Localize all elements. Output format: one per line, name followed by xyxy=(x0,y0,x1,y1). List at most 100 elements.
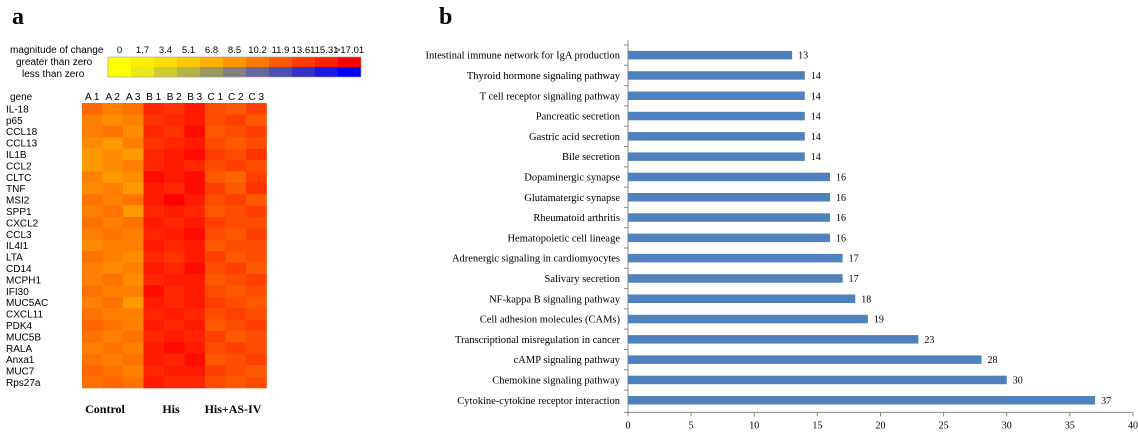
x-tick-label: 10 xyxy=(749,420,759,431)
heatmap-cell xyxy=(246,274,267,286)
category-label: cAMP signaling pathway xyxy=(514,355,621,366)
bar-value-label: 16 xyxy=(836,193,846,204)
heatmap-column-label: A 3 xyxy=(126,92,141,103)
heatmap-cell xyxy=(246,285,267,298)
heatmap-group-label: His xyxy=(162,402,180,416)
legend-greater-swatch xyxy=(200,57,223,67)
heatmap-cell xyxy=(164,262,185,275)
heatmap-cell xyxy=(102,205,124,218)
heatmap-cell xyxy=(225,125,247,138)
bar xyxy=(628,193,830,202)
heatmap-cell xyxy=(184,114,206,127)
heatmap-cell xyxy=(102,160,124,172)
heatmap-cell xyxy=(205,125,226,138)
heatmap-cell xyxy=(225,296,247,309)
legend-tick-label: 13.61 xyxy=(292,45,316,56)
heatmap-cell xyxy=(164,365,185,377)
heatmap-cell xyxy=(164,217,185,229)
heatmap-cell xyxy=(164,376,185,389)
heatmap-row-label: CD14 xyxy=(6,264,32,275)
heatmap-cell xyxy=(102,103,124,115)
bar xyxy=(628,335,919,344)
heatmap-group-label: Control xyxy=(85,402,125,416)
heatmap-cell xyxy=(184,182,206,195)
x-tick-label: 25 xyxy=(939,420,949,431)
heatmap-cell xyxy=(184,365,206,377)
heatmap-column-label: B 1 xyxy=(146,92,161,103)
bar-value-label: 14 xyxy=(811,112,821,123)
heatmap-cell xyxy=(225,182,247,195)
bar-value-label: 28 xyxy=(988,355,998,366)
heatmap-cell xyxy=(225,217,247,229)
heatmap-cell xyxy=(246,194,267,206)
heatmap-cell xyxy=(164,308,185,320)
heatmap-cell xyxy=(143,308,165,320)
heatmap-cell xyxy=(143,296,165,309)
heatmap-cell xyxy=(184,251,206,263)
bar-value-label: 37 xyxy=(1101,396,1111,407)
heatmap-cell xyxy=(164,182,185,195)
heatmap-cell xyxy=(225,308,247,320)
heatmap-cell xyxy=(184,376,206,389)
heatmap-cell xyxy=(184,217,206,229)
heatmap-cell xyxy=(143,217,165,229)
heatmap-cell xyxy=(164,296,185,309)
heatmap-cell xyxy=(82,296,103,309)
heatmap-cell xyxy=(102,331,124,343)
heatmap-row-label: p65 xyxy=(6,116,23,127)
category-label: Chemokine signaling pathway xyxy=(492,375,620,386)
heatmap-cell xyxy=(123,296,144,309)
category-label: Thyroid hormone signaling pathway xyxy=(467,71,621,82)
heatmap-row-label: IFI30 xyxy=(6,287,29,298)
heatmap-column-label: A 2 xyxy=(106,92,121,103)
heatmap-cell xyxy=(82,182,103,195)
heatmap-cell xyxy=(205,228,226,241)
heatmap-cell xyxy=(184,103,206,115)
legend-less-swatch xyxy=(246,67,269,77)
legend-greater-swatch xyxy=(154,57,177,67)
heatmap-cell xyxy=(246,365,267,377)
legend-less-swatch xyxy=(177,67,200,77)
heatmap-row-label: CLTC xyxy=(6,173,31,184)
heatmap-cell xyxy=(143,137,165,149)
legend-greater-swatch xyxy=(269,57,292,67)
heatmap-cell xyxy=(143,262,165,275)
heatmap-cell xyxy=(246,342,267,355)
category-label: Hematopoietic cell lineage xyxy=(507,233,620,244)
heatmap-cell xyxy=(82,251,103,263)
bar xyxy=(628,314,868,324)
heatmap-column-label: C 2 xyxy=(228,92,244,103)
heatmap-cell xyxy=(123,148,144,161)
heatmap-cell xyxy=(123,103,144,115)
heatmap-cell xyxy=(123,125,144,138)
heatmap-cell xyxy=(102,228,124,241)
heatmap-cell xyxy=(205,365,226,377)
heatmap-cell xyxy=(205,182,226,195)
x-tick-label: 40 xyxy=(1128,420,1138,431)
heatmap-cell xyxy=(184,308,206,320)
legend-less-swatch xyxy=(292,67,315,77)
heatmap-cell xyxy=(246,239,267,252)
heatmap-cell xyxy=(102,342,124,355)
heatmap-cell xyxy=(164,319,185,332)
heatmap-cell xyxy=(205,194,226,206)
heatmap-cell xyxy=(205,251,226,263)
legend-greater-swatch xyxy=(246,57,269,67)
heatmap-group-label: His+AS-IV xyxy=(205,402,262,416)
heatmap-cell xyxy=(246,308,267,320)
heatmap-cell xyxy=(164,137,185,149)
heatmap-row-label: CXCL11 xyxy=(6,310,43,321)
heatmap-cell xyxy=(123,228,144,241)
legend-less-swatch xyxy=(154,67,177,77)
heatmap-cell xyxy=(102,171,124,184)
bar-value-label: 14 xyxy=(811,132,821,143)
legend-less-swatch xyxy=(200,67,223,77)
heatmap-cell xyxy=(164,125,185,138)
heatmap-column-label: B 3 xyxy=(187,92,202,103)
heatmap-cell xyxy=(246,205,267,218)
heatmap-row-label: IL1B xyxy=(6,150,27,161)
heatmap-cell xyxy=(82,353,103,366)
heatmap-cell xyxy=(205,376,226,389)
heatmap-row-label: RALA xyxy=(6,344,32,355)
